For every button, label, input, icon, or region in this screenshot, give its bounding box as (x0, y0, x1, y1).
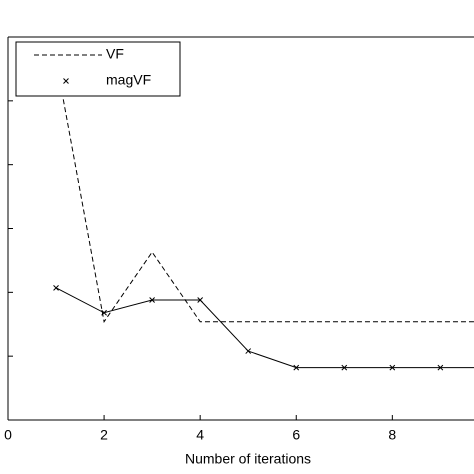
point-marker (341, 364, 348, 371)
point-marker (245, 348, 252, 354)
x-axis-label: Number of iterations (185, 451, 311, 467)
point-marker (149, 297, 155, 303)
legend: VF magVF (15, 41, 181, 97)
x-tick-label: 2 (100, 427, 108, 443)
point-marker (389, 364, 396, 371)
legend-label: magVF (106, 72, 151, 88)
point-marker (197, 297, 204, 303)
series-line (55, 59, 474, 323)
point-marker (437, 364, 444, 371)
x-tick-label: 4 (196, 427, 204, 443)
legend-box (15, 41, 181, 97)
point-marker (53, 285, 59, 291)
x-tick-label: 8 (388, 427, 396, 443)
x-tick-label: 6 (292, 427, 300, 443)
point-marker (101, 309, 107, 316)
series-line (55, 287, 474, 369)
x-tick-label: 0 (4, 427, 12, 443)
plot-area (53, 59, 474, 371)
legend-label: VF (106, 46, 124, 62)
point-marker (293, 364, 300, 371)
legend-marker (63, 78, 69, 84)
